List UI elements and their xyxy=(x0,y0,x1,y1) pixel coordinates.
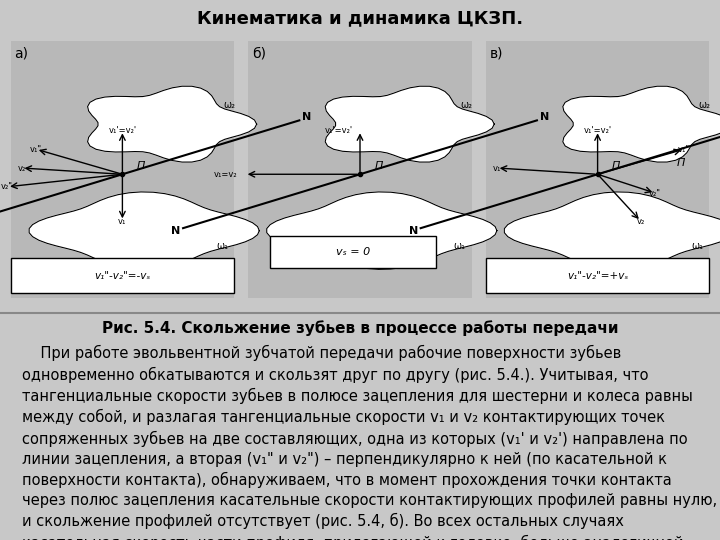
FancyBboxPatch shape xyxy=(11,40,234,298)
FancyBboxPatch shape xyxy=(11,258,234,293)
Text: N: N xyxy=(539,112,549,122)
Text: П: П xyxy=(612,161,621,171)
Text: v₂: v₂ xyxy=(636,217,645,226)
Text: П: П xyxy=(137,161,145,171)
Polygon shape xyxy=(88,86,257,162)
Text: а): а) xyxy=(14,47,28,61)
Text: П: П xyxy=(677,158,685,168)
FancyBboxPatch shape xyxy=(270,237,436,268)
Text: v₁": v₁" xyxy=(30,145,42,154)
Text: б): б) xyxy=(252,47,266,61)
Polygon shape xyxy=(266,192,497,269)
Text: При работе эвольвентной зубчатой передачи рабочие поверхности зубьев одновременн: При работе эвольвентной зубчатой передач… xyxy=(22,345,716,540)
Text: vₛ = 0: vₛ = 0 xyxy=(336,247,370,257)
Text: v₂": v₂" xyxy=(649,188,661,198)
Text: ω₂: ω₂ xyxy=(698,100,711,110)
Polygon shape xyxy=(29,192,259,269)
Text: v₁: v₁ xyxy=(492,164,501,172)
Text: ω₂: ω₂ xyxy=(461,100,473,110)
Text: Кинематика и динамика ЦКЗП.: Кинематика и динамика ЦКЗП. xyxy=(197,9,523,28)
Text: v₁=v₂: v₁=v₂ xyxy=(214,170,238,179)
Text: v₁"-v₂"=+vₛ: v₁"-v₂"=+vₛ xyxy=(567,271,629,281)
Text: v₁: v₁ xyxy=(118,217,127,226)
Text: v₁'=v₂': v₁'=v₂' xyxy=(325,126,353,135)
Text: v₁"-v₂"=-vₛ: v₁"-v₂"=-vₛ xyxy=(94,271,150,281)
Text: v₂": v₂" xyxy=(1,183,13,191)
Text: Рис. 5.4. Скольжение зубьев в процессе работы передачи: Рис. 5.4. Скольжение зубьев в процессе р… xyxy=(102,320,618,336)
Polygon shape xyxy=(325,86,495,162)
Text: v₁": v₁" xyxy=(678,145,690,154)
Text: v₁'=v₂': v₁'=v₂' xyxy=(108,126,137,135)
Polygon shape xyxy=(563,86,720,162)
Text: в): в) xyxy=(490,47,503,61)
Text: v₁'=v₂': v₁'=v₂' xyxy=(583,126,612,135)
Polygon shape xyxy=(504,192,720,269)
Text: ω₁: ω₁ xyxy=(216,241,228,251)
Text: ω₂: ω₂ xyxy=(223,100,235,110)
FancyBboxPatch shape xyxy=(486,40,709,298)
FancyBboxPatch shape xyxy=(486,258,709,293)
Text: ω₁: ω₁ xyxy=(691,241,703,251)
Text: N: N xyxy=(409,226,418,237)
Text: П: П xyxy=(374,161,383,171)
Text: ω₁: ω₁ xyxy=(454,241,466,251)
Text: N: N xyxy=(171,226,181,237)
Text: v₂: v₂ xyxy=(17,164,26,172)
FancyBboxPatch shape xyxy=(248,40,472,298)
Text: N: N xyxy=(302,112,311,122)
